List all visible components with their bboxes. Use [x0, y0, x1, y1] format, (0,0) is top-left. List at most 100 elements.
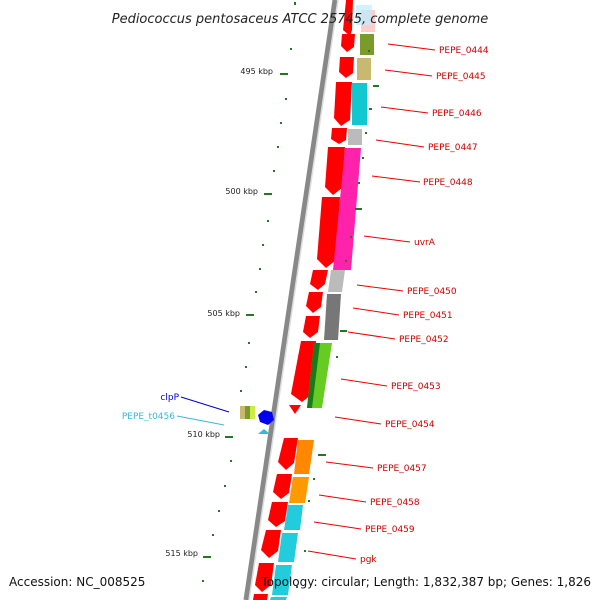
gc-dot [259, 268, 261, 270]
gc-dot [280, 122, 282, 124]
cog-block [272, 565, 292, 595]
gene-label[interactable]: PEPE_0457 [377, 464, 427, 474]
genome-backbone-highlight [248, 0, 339, 600]
gene-arrow[interactable] [289, 405, 301, 414]
scale-tick-label: 510 kbp [187, 430, 220, 439]
gc-dot [225, 436, 233, 438]
gene-label[interactable]: PEPE_0446 [432, 109, 482, 119]
scale-tick-label: 515 kbp [165, 549, 198, 558]
gene-label[interactable]: PEPE_0448 [423, 178, 473, 188]
gene-arrow[interactable] [268, 502, 288, 527]
topology-text: Topology: circular; Length: 1,832,387 bp… [260, 575, 591, 589]
gene-arrow[interactable] [273, 474, 292, 499]
cog-block [307, 343, 320, 408]
gene-arrow[interactable] [253, 594, 268, 600]
gc-dot [285, 98, 287, 100]
gene-arrow[interactable] [325, 147, 345, 195]
gc-dot [262, 244, 264, 246]
gene-label[interactable]: PEPE_0450 [407, 287, 457, 297]
gene-label[interactable]: pgk [360, 555, 377, 565]
gene-arrow[interactable] [334, 82, 352, 126]
trna-arrow[interactable] [258, 429, 270, 434]
gene-arrow[interactable] [310, 270, 328, 290]
reverse-genes [240, 406, 274, 434]
cog-block [348, 129, 362, 145]
gc-dot [277, 146, 279, 148]
scale-tick-label: 500 kbp [225, 187, 258, 196]
gc-content-dots [202, 2, 379, 588]
gc-dot [245, 366, 247, 368]
gc-dot [255, 291, 257, 293]
cog-block [328, 270, 345, 292]
cog-block [284, 505, 303, 530]
cog-block [352, 83, 367, 125]
gene-arrow[interactable] [261, 530, 281, 558]
cog-block [333, 148, 361, 270]
label-leader-lines [307, 43, 436, 560]
gc-dot-right [345, 260, 347, 262]
gene-label[interactable]: PEPE_0459 [365, 525, 415, 535]
map-title: Pediococcus pentosaceus ATCC 25745, comp… [112, 12, 489, 27]
cog-block [294, 440, 314, 474]
gc-dot-right [296, 586, 298, 588]
gene-label[interactable]: PEPE_0445 [436, 72, 486, 82]
gc-dot-right [350, 236, 352, 238]
gc-dot [267, 220, 269, 222]
gc-dot-right [355, 208, 362, 210]
genome-backbone [243, 0, 338, 600]
gene-arrow[interactable] [343, 0, 353, 36]
gene-label[interactable]: uvrA [414, 238, 436, 248]
gc-dot [273, 170, 275, 172]
clpP-arrow[interactable] [258, 410, 274, 425]
gc-dot-right [373, 85, 379, 87]
gc-dot [246, 314, 254, 316]
gc-dot-right [336, 356, 338, 358]
gc-dot-right [362, 157, 364, 159]
clpP-leader [180, 396, 230, 413]
gene-arrow[interactable] [341, 34, 355, 52]
gc-dot [224, 485, 226, 487]
gene-arrow[interactable] [278, 438, 298, 470]
gc-dot-right [318, 454, 326, 456]
gene-label[interactable]: PEPE_0452 [399, 335, 449, 345]
gc-dot [203, 556, 211, 558]
scale-tick-label: 495 kbp [240, 67, 273, 76]
gene-label[interactable]: PEPE_0444 [439, 46, 489, 56]
gc-dot [230, 460, 232, 462]
cog-block [278, 533, 298, 562]
gene-label[interactable]: PEPE_0451 [403, 311, 453, 321]
cog-block [357, 58, 371, 80]
gc-dot [202, 580, 204, 582]
clpP-cog-block [245, 406, 250, 419]
gene-arrow[interactable] [255, 563, 274, 592]
gene-label[interactable]: PEPE_0447 [428, 143, 478, 153]
gc-dot [240, 390, 242, 392]
gene-label-trna[interactable]: PEPE_t0456 [122, 412, 175, 422]
gc-dot-right [304, 550, 306, 552]
gc-dot-right [313, 478, 315, 480]
gene-arrow[interactable] [339, 57, 354, 78]
trna-leader [176, 415, 225, 426]
gc-dot-right [308, 500, 310, 502]
gc-dot [248, 342, 250, 344]
gc-dot [264, 193, 272, 195]
gene-arrow[interactable] [331, 128, 347, 144]
gc-dot [212, 534, 214, 536]
cog-category-blocks [270, 5, 375, 600]
gc-dot-right [358, 182, 360, 184]
gene-label[interactable]: PEPE_0454 [385, 420, 435, 430]
gc-dot [280, 73, 288, 75]
gene-label[interactable]: PEPE_0458 [370, 498, 420, 508]
gc-dot-right [368, 50, 370, 52]
cog-block [270, 597, 287, 600]
gene-arrow[interactable] [303, 316, 320, 338]
gene-label[interactable]: PEPE_0453 [391, 382, 441, 392]
gene-label-clpP[interactable]: clpP [160, 393, 179, 403]
gc-dot-right [365, 132, 367, 134]
gc-dot [218, 510, 220, 512]
gene-arrow[interactable] [317, 197, 340, 268]
accession-text: Accession: NC_008525 [9, 575, 145, 589]
clpP-cog-block [250, 406, 255, 419]
gene-arrow[interactable] [306, 292, 323, 313]
